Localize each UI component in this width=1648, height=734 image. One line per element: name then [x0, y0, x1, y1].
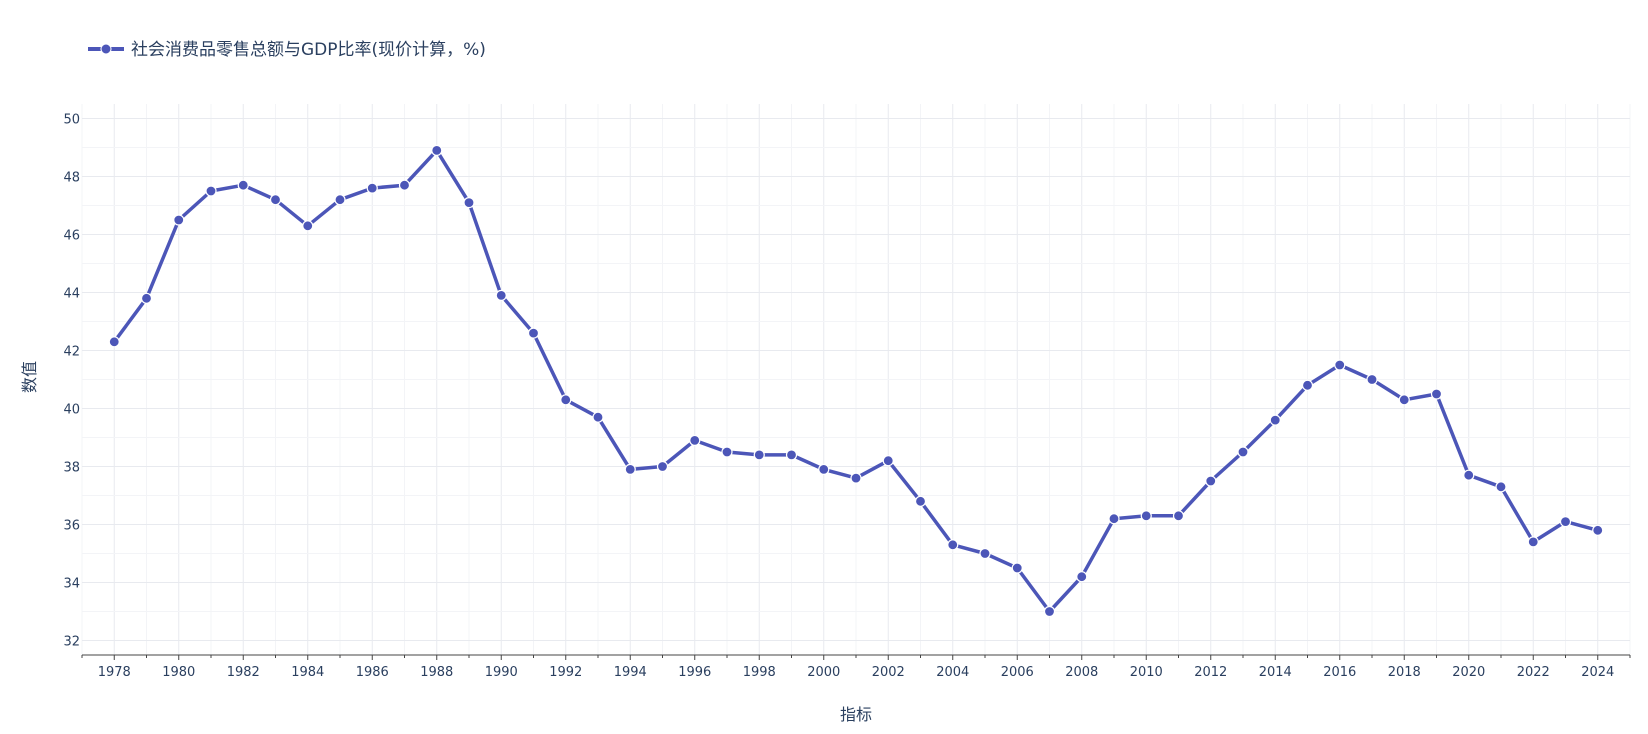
data-point[interactable] [689, 434, 701, 446]
y-tick-label: 50 [63, 113, 80, 128]
y-tick-label: 42 [63, 345, 80, 360]
data-point[interactable] [1140, 510, 1152, 522]
data-point[interactable] [979, 547, 991, 560]
legend-label: 社会消费品零售总额与GDP比率(现价计算，%) [131, 40, 486, 60]
x-axis-title: 指标 [840, 705, 872, 724]
x-tick-label: 2020 [1452, 665, 1485, 680]
x-tick-label: 2022 [1517, 665, 1550, 680]
x-tick-label: 2002 [872, 665, 905, 680]
y-tick-label: 38 [63, 461, 80, 476]
y-tick-label: 44 [63, 287, 80, 302]
gridlines [81, 104, 1631, 655]
data-point[interactable] [785, 449, 798, 461]
x-tick-label: 2018 [1388, 665, 1421, 680]
data-point[interactable] [173, 214, 185, 226]
x-tick-label: 1992 [549, 665, 582, 680]
data-point[interactable] [1011, 562, 1023, 574]
x-tick-label: 2012 [1194, 665, 1227, 680]
x-tick-label: 1998 [743, 665, 776, 680]
data-point[interactable] [947, 539, 959, 551]
x-tick-label: 1990 [485, 665, 518, 680]
y-tick-label: 36 [63, 519, 80, 534]
data-point[interactable] [431, 144, 443, 156]
data-point[interactable] [463, 197, 475, 209]
x-tick-label: 1988 [420, 665, 453, 680]
data-point[interactable] [1076, 571, 1088, 583]
data-point[interactable] [1527, 536, 1539, 548]
data-point[interactable] [237, 179, 249, 191]
x-tick-label: 1984 [291, 665, 324, 680]
x-tick-label: 1978 [98, 665, 131, 680]
x-tick-label: 1986 [356, 665, 389, 680]
y-axis-title: 数值 [20, 361, 39, 393]
x-tick-label: 2024 [1581, 665, 1614, 680]
x-tick-label: 2004 [936, 665, 969, 680]
x-tick-label: 2010 [1130, 665, 1163, 680]
y-tick-label: 32 [63, 635, 80, 650]
data-point[interactable] [914, 495, 927, 507]
x-tick-label: 2000 [807, 665, 840, 680]
data-point[interactable] [1237, 446, 1249, 458]
data-point[interactable] [1398, 394, 1410, 406]
x-tick-label: 1982 [227, 665, 260, 680]
data-point[interactable] [1463, 469, 1475, 481]
x-tick-label: 2008 [1065, 665, 1098, 680]
data-point[interactable] [398, 179, 411, 191]
data-point[interactable] [753, 449, 765, 461]
legend[interactable]: 社会消费品零售总额与GDP比率(现价计算，%) [88, 40, 486, 60]
x-tick-label: 2016 [1323, 665, 1356, 680]
data-point[interactable] [882, 455, 894, 467]
data-point[interactable] [527, 327, 540, 339]
data-point[interactable] [721, 446, 733, 458]
x-tick-label: 2006 [1001, 665, 1034, 680]
data-point[interactable] [1108, 513, 1120, 525]
x-tick-label: 2014 [1259, 665, 1292, 680]
data-point[interactable] [1366, 373, 1378, 386]
data-point[interactable] [269, 194, 282, 206]
data-point[interactable] [560, 394, 572, 406]
data-point[interactable] [1430, 388, 1443, 400]
data-point[interactable] [140, 292, 153, 304]
data-point[interactable] [1301, 379, 1314, 391]
data-point[interactable] [302, 220, 314, 232]
data-point[interactable] [1495, 481, 1507, 493]
data-point[interactable] [495, 289, 507, 301]
y-tick-label: 34 [63, 577, 80, 592]
series-layer [108, 144, 1604, 618]
data-point[interactable] [1043, 605, 1056, 618]
y-tick-label: 48 [63, 171, 80, 186]
data-point[interactable] [108, 336, 120, 348]
data-point[interactable] [850, 472, 862, 484]
data-point[interactable] [656, 460, 669, 473]
legend-point-marker [100, 43, 112, 55]
y-tick-label: 46 [63, 229, 80, 244]
data-point[interactable] [334, 194, 346, 206]
data-point[interactable] [205, 185, 217, 197]
data-point[interactable] [818, 463, 830, 475]
data-point[interactable] [1559, 515, 1572, 528]
data-point[interactable] [1269, 414, 1281, 426]
axes: 1978 1980 1982 1984 1986 1988 1990 1992 1994 1996… [63, 113, 1631, 680]
x-tick-label: 1994 [614, 665, 647, 680]
data-point[interactable] [1334, 359, 1346, 371]
data-point[interactable] [1592, 524, 1604, 536]
x-tick-label: 1996 [678, 665, 711, 680]
data-point[interactable] [624, 463, 636, 475]
x-tick-label: 1980 [162, 665, 195, 680]
data-point[interactable] [1172, 510, 1185, 522]
data-point[interactable] [366, 182, 378, 194]
data-point[interactable] [592, 411, 604, 423]
data-point[interactable] [1205, 475, 1217, 487]
y-tick-label: 40 [63, 403, 80, 418]
